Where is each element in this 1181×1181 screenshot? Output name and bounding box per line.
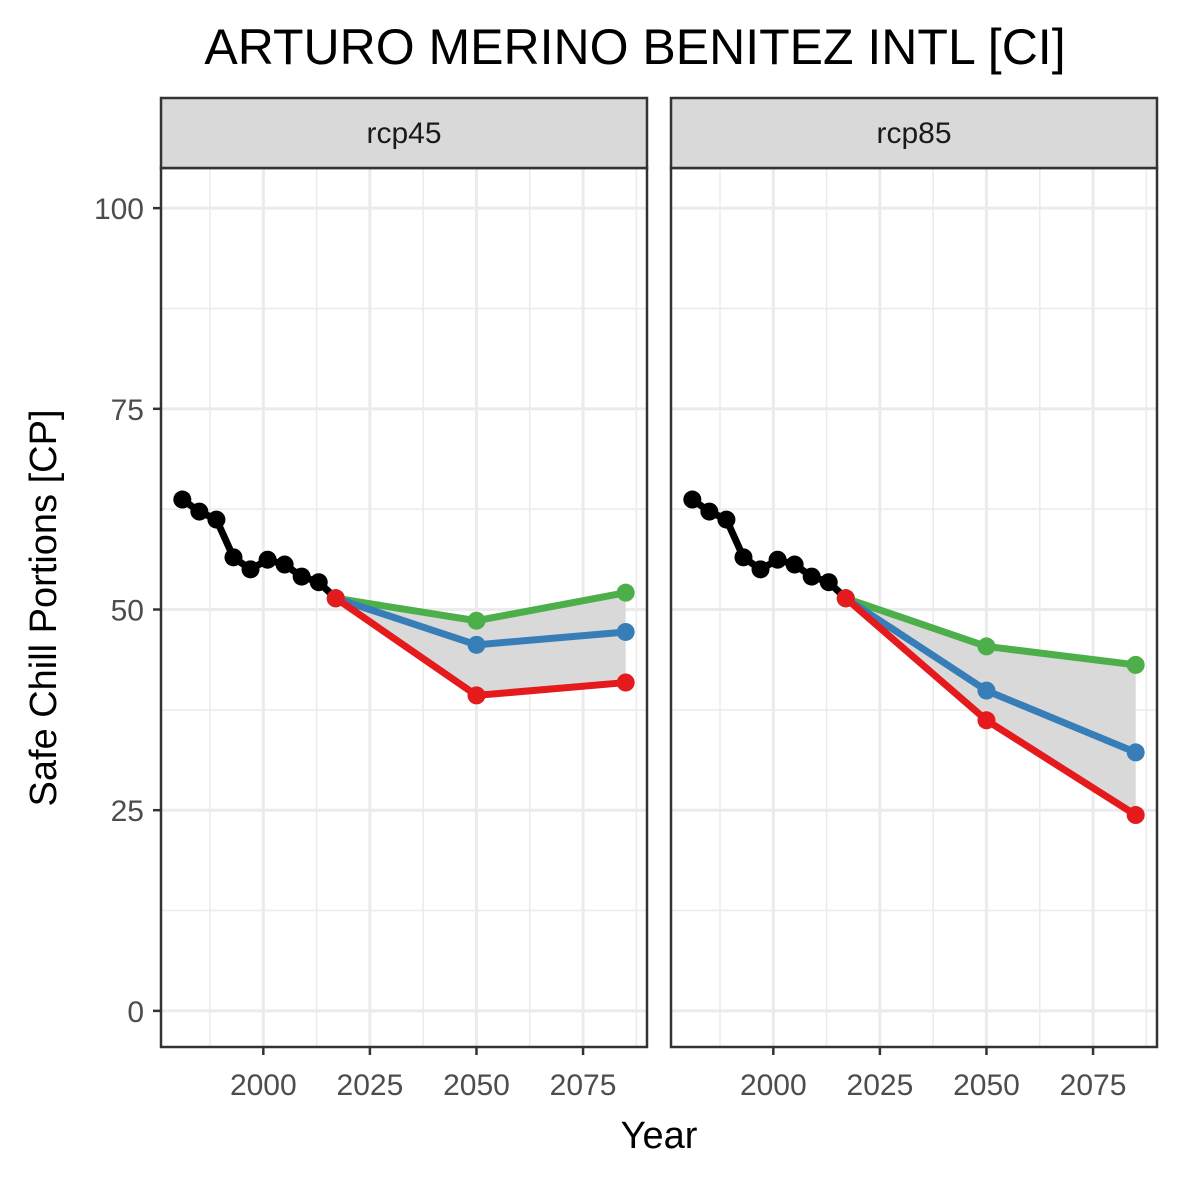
panel-rcp85: rcp85 2000 2025 2050 2075 [669,96,1159,1102]
series-point-high [1126,655,1145,674]
historic-point [258,550,277,569]
y-tick-label: 25 [111,795,144,828]
facet-strip-label: rcp45 [366,117,441,150]
historic-point [683,490,702,509]
historic-point [785,555,804,574]
historic-point [173,490,192,509]
x-tick-label: 2075 [1060,1069,1127,1102]
facet-strip [159,96,649,170]
plot-background [671,168,1157,1047]
series-point-low [836,589,855,608]
series-point-low [326,589,345,608]
historic-point [751,560,770,579]
historic-point [241,560,260,579]
series-point-median [1126,743,1145,762]
historic-point [292,567,311,586]
chart-title: ARTURO MERINO BENITEZ INTL [CI] [204,19,1065,75]
series-point-high [977,637,996,656]
facet-strip [669,96,1159,170]
facet-strip-label: rcp85 [876,117,951,150]
historic-point [734,548,753,567]
historic-point [717,510,736,529]
series-point-high [467,611,486,630]
y-axis-title: Safe Chill Portions [CP] [23,409,65,806]
historic-point [819,573,838,592]
uncertainty-band [845,598,1136,816]
historic-point [207,510,226,529]
y-tick-label: 50 [111,595,144,628]
historic-point [309,573,328,592]
y-tick-label: 75 [111,394,144,427]
y-tick-label: 100 [94,193,144,226]
panel-rcp45: rcp45 2000 2025 2050 2075 0 25 50 75 100 [94,96,649,1102]
historic-point [700,502,719,521]
x-tick-label: 2000 [740,1069,807,1102]
x-axis-title: Year [621,1115,698,1157]
y-tick-label: 0 [127,996,144,1029]
historic-point [190,502,209,521]
x-tick-label: 2025 [847,1069,914,1102]
x-tick-label: 2000 [230,1069,297,1102]
x-tick-label: 2050 [443,1069,510,1102]
panels: rcp45 2000 2025 2050 2075 0 25 50 75 100 rcp85 2000… [94,96,1159,1102]
series-point-median [616,622,635,641]
series-point-low [977,711,996,730]
series-point-median [977,681,996,700]
historic-point [802,567,821,586]
historic-point [275,555,294,574]
series-point-median [467,635,486,654]
series-point-high [616,583,635,602]
series-point-low [1126,806,1145,825]
historic-point [224,548,243,567]
x-tick-label: 2025 [337,1069,404,1102]
x-tick-label: 2075 [550,1069,617,1102]
series-point-low [616,673,635,692]
series-point-low [467,686,486,705]
x-tick-label: 2050 [953,1069,1020,1102]
historic-point [768,550,787,569]
